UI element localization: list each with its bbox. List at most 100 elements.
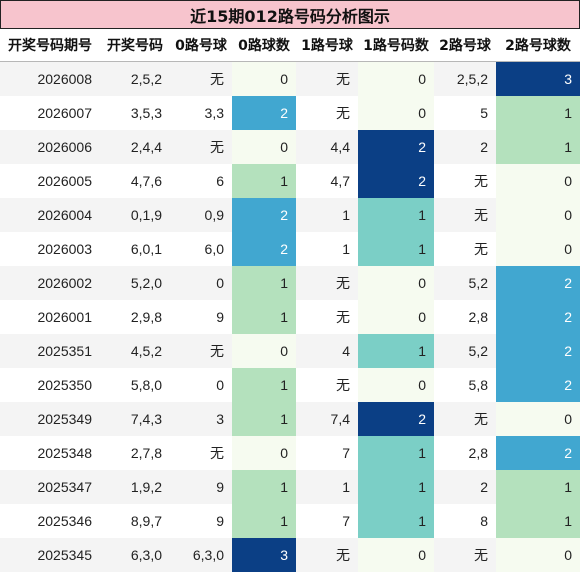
cell-route0-count: 1 — [232, 402, 296, 436]
cell-route0-count: 1 — [232, 266, 296, 300]
cell-issue: 2025350 — [0, 368, 100, 402]
cell-issue: 2025348 — [0, 436, 100, 470]
cell-route0-balls: 3 — [170, 402, 232, 436]
cell-route2-balls: 2,5,2 — [434, 61, 496, 96]
cell-route0-balls: 0 — [170, 368, 232, 402]
cell-route0-count: 0 — [232, 130, 296, 164]
cell-route2-balls: 5,8 — [434, 368, 496, 402]
cell-route1-balls: 1 — [296, 470, 358, 504]
cell-route1-balls: 无 — [296, 300, 358, 334]
cell-route0-count: 0 — [232, 61, 296, 96]
cell-route2-count: 2 — [496, 266, 580, 300]
cell-route0-count: 2 — [232, 232, 296, 266]
cell-route0-count: 2 — [232, 96, 296, 130]
cell-route0-count: 1 — [232, 470, 296, 504]
cell-numbers: 2,5,2 — [100, 61, 170, 96]
cell-numbers: 6,0,1 — [100, 232, 170, 266]
cell-route2-count: 1 — [496, 504, 580, 538]
cell-route1-count: 1 — [358, 198, 434, 232]
cell-route2-count: 0 — [496, 164, 580, 198]
table-row: 2026001 2,9,8 9 1 无 0 2,8 2 — [0, 300, 580, 334]
cell-route2-count: 2 — [496, 436, 580, 470]
cell-route0-balls: 9 — [170, 504, 232, 538]
table-row: 2025347 1,9,2 9 1 1 1 2 1 — [0, 470, 580, 504]
cell-route2-balls: 2,8 — [434, 436, 496, 470]
cell-route2-count: 0 — [496, 402, 580, 436]
cell-route2-balls: 5 — [434, 96, 496, 130]
cell-numbers: 0,1,9 — [100, 198, 170, 232]
cell-numbers: 6,3,0 — [100, 538, 170, 572]
cell-route2-count: 1 — [496, 96, 580, 130]
cell-route0-balls: 0,9 — [170, 198, 232, 232]
table-row: 2025345 6,3,0 6,3,0 3 无 0 无 0 — [0, 538, 580, 572]
cell-issue: 2025347 — [0, 470, 100, 504]
cell-route0-count: 1 — [232, 504, 296, 538]
cell-numbers: 2,7,8 — [100, 436, 170, 470]
cell-route2-balls: 5,2 — [434, 334, 496, 368]
cell-route2-balls: 2 — [434, 130, 496, 164]
cell-route2-count: 1 — [496, 130, 580, 164]
cell-issue: 2026005 — [0, 164, 100, 198]
cell-route0-balls: 3,3 — [170, 96, 232, 130]
cell-numbers: 8,9,7 — [100, 504, 170, 538]
cell-route2-count: 0 — [496, 232, 580, 266]
cell-issue: 2026004 — [0, 198, 100, 232]
cell-route1-balls: 4 — [296, 334, 358, 368]
cell-route2-balls: 2,8 — [434, 300, 496, 334]
cell-route0-balls: 6 — [170, 164, 232, 198]
table-row: 2025346 8,9,7 9 1 7 1 8 1 — [0, 504, 580, 538]
cell-route1-count: 0 — [358, 538, 434, 572]
cell-route0-count: 1 — [232, 164, 296, 198]
cell-issue: 2026007 — [0, 96, 100, 130]
header-route1-balls: 1路号球 — [296, 29, 358, 62]
cell-numbers: 4,7,6 — [100, 164, 170, 198]
table-row: 2026003 6,0,1 6,0 2 1 1 无 0 — [0, 232, 580, 266]
cell-route0-balls: 无 — [170, 436, 232, 470]
cell-route1-count: 1 — [358, 436, 434, 470]
cell-route2-balls: 无 — [434, 198, 496, 232]
cell-route1-balls: 7,4 — [296, 402, 358, 436]
cell-route0-balls: 9 — [170, 470, 232, 504]
cell-route0-count: 0 — [232, 334, 296, 368]
cell-route0-balls: 6,0 — [170, 232, 232, 266]
cell-issue: 2026001 — [0, 300, 100, 334]
cell-route1-count: 2 — [358, 402, 434, 436]
cell-route2-count: 1 — [496, 470, 580, 504]
header-route1-count: 1路号码数 — [358, 29, 434, 62]
cell-route2-balls: 5,2 — [434, 266, 496, 300]
page-title: 近15期012路号码分析图示 — [0, 0, 580, 29]
cell-route0-count: 2 — [232, 198, 296, 232]
cell-route1-count: 1 — [358, 232, 434, 266]
cell-route1-count: 2 — [358, 130, 434, 164]
header-route0-count: 0路球数 — [232, 29, 296, 62]
cell-route1-count: 0 — [358, 368, 434, 402]
cell-route2-balls: 无 — [434, 164, 496, 198]
cell-route2-count: 0 — [496, 538, 580, 572]
cell-route2-balls: 2 — [434, 470, 496, 504]
cell-issue: 2026006 — [0, 130, 100, 164]
cell-route1-count: 0 — [358, 300, 434, 334]
cell-route0-balls: 无 — [170, 334, 232, 368]
cell-route1-count: 0 — [358, 96, 434, 130]
header-row: 开奖号码期号 开奖号码 0路号球 0路球数 1路号球 1路号码数 2路号球 2路… — [0, 29, 580, 62]
table-row: 2026007 3,5,3 3,3 2 无 0 5 1 — [0, 96, 580, 130]
cell-route2-count: 2 — [496, 368, 580, 402]
cell-route2-count: 2 — [496, 334, 580, 368]
cell-numbers: 1,9,2 — [100, 470, 170, 504]
cell-issue: 2026008 — [0, 61, 100, 96]
cell-route0-count: 3 — [232, 538, 296, 572]
table-row: 2025351 4,5,2 无 0 4 1 5,2 2 — [0, 334, 580, 368]
cell-numbers: 7,4,3 — [100, 402, 170, 436]
table-row: 2026006 2,4,4 无 0 4,4 2 2 1 — [0, 130, 580, 164]
header-numbers: 开奖号码 — [100, 29, 170, 62]
cell-route1-balls: 7 — [296, 436, 358, 470]
cell-route2-count: 2 — [496, 300, 580, 334]
table-row: 2025348 2,7,8 无 0 7 1 2,8 2 — [0, 436, 580, 470]
cell-route1-balls: 7 — [296, 504, 358, 538]
cell-numbers: 4,5,2 — [100, 334, 170, 368]
table-row: 2026004 0,1,9 0,9 2 1 1 无 0 — [0, 198, 580, 232]
header-route0-balls: 0路号球 — [170, 29, 232, 62]
cell-route1-count: 1 — [358, 470, 434, 504]
cell-route1-balls: 1 — [296, 232, 358, 266]
cell-route1-balls: 无 — [296, 538, 358, 572]
